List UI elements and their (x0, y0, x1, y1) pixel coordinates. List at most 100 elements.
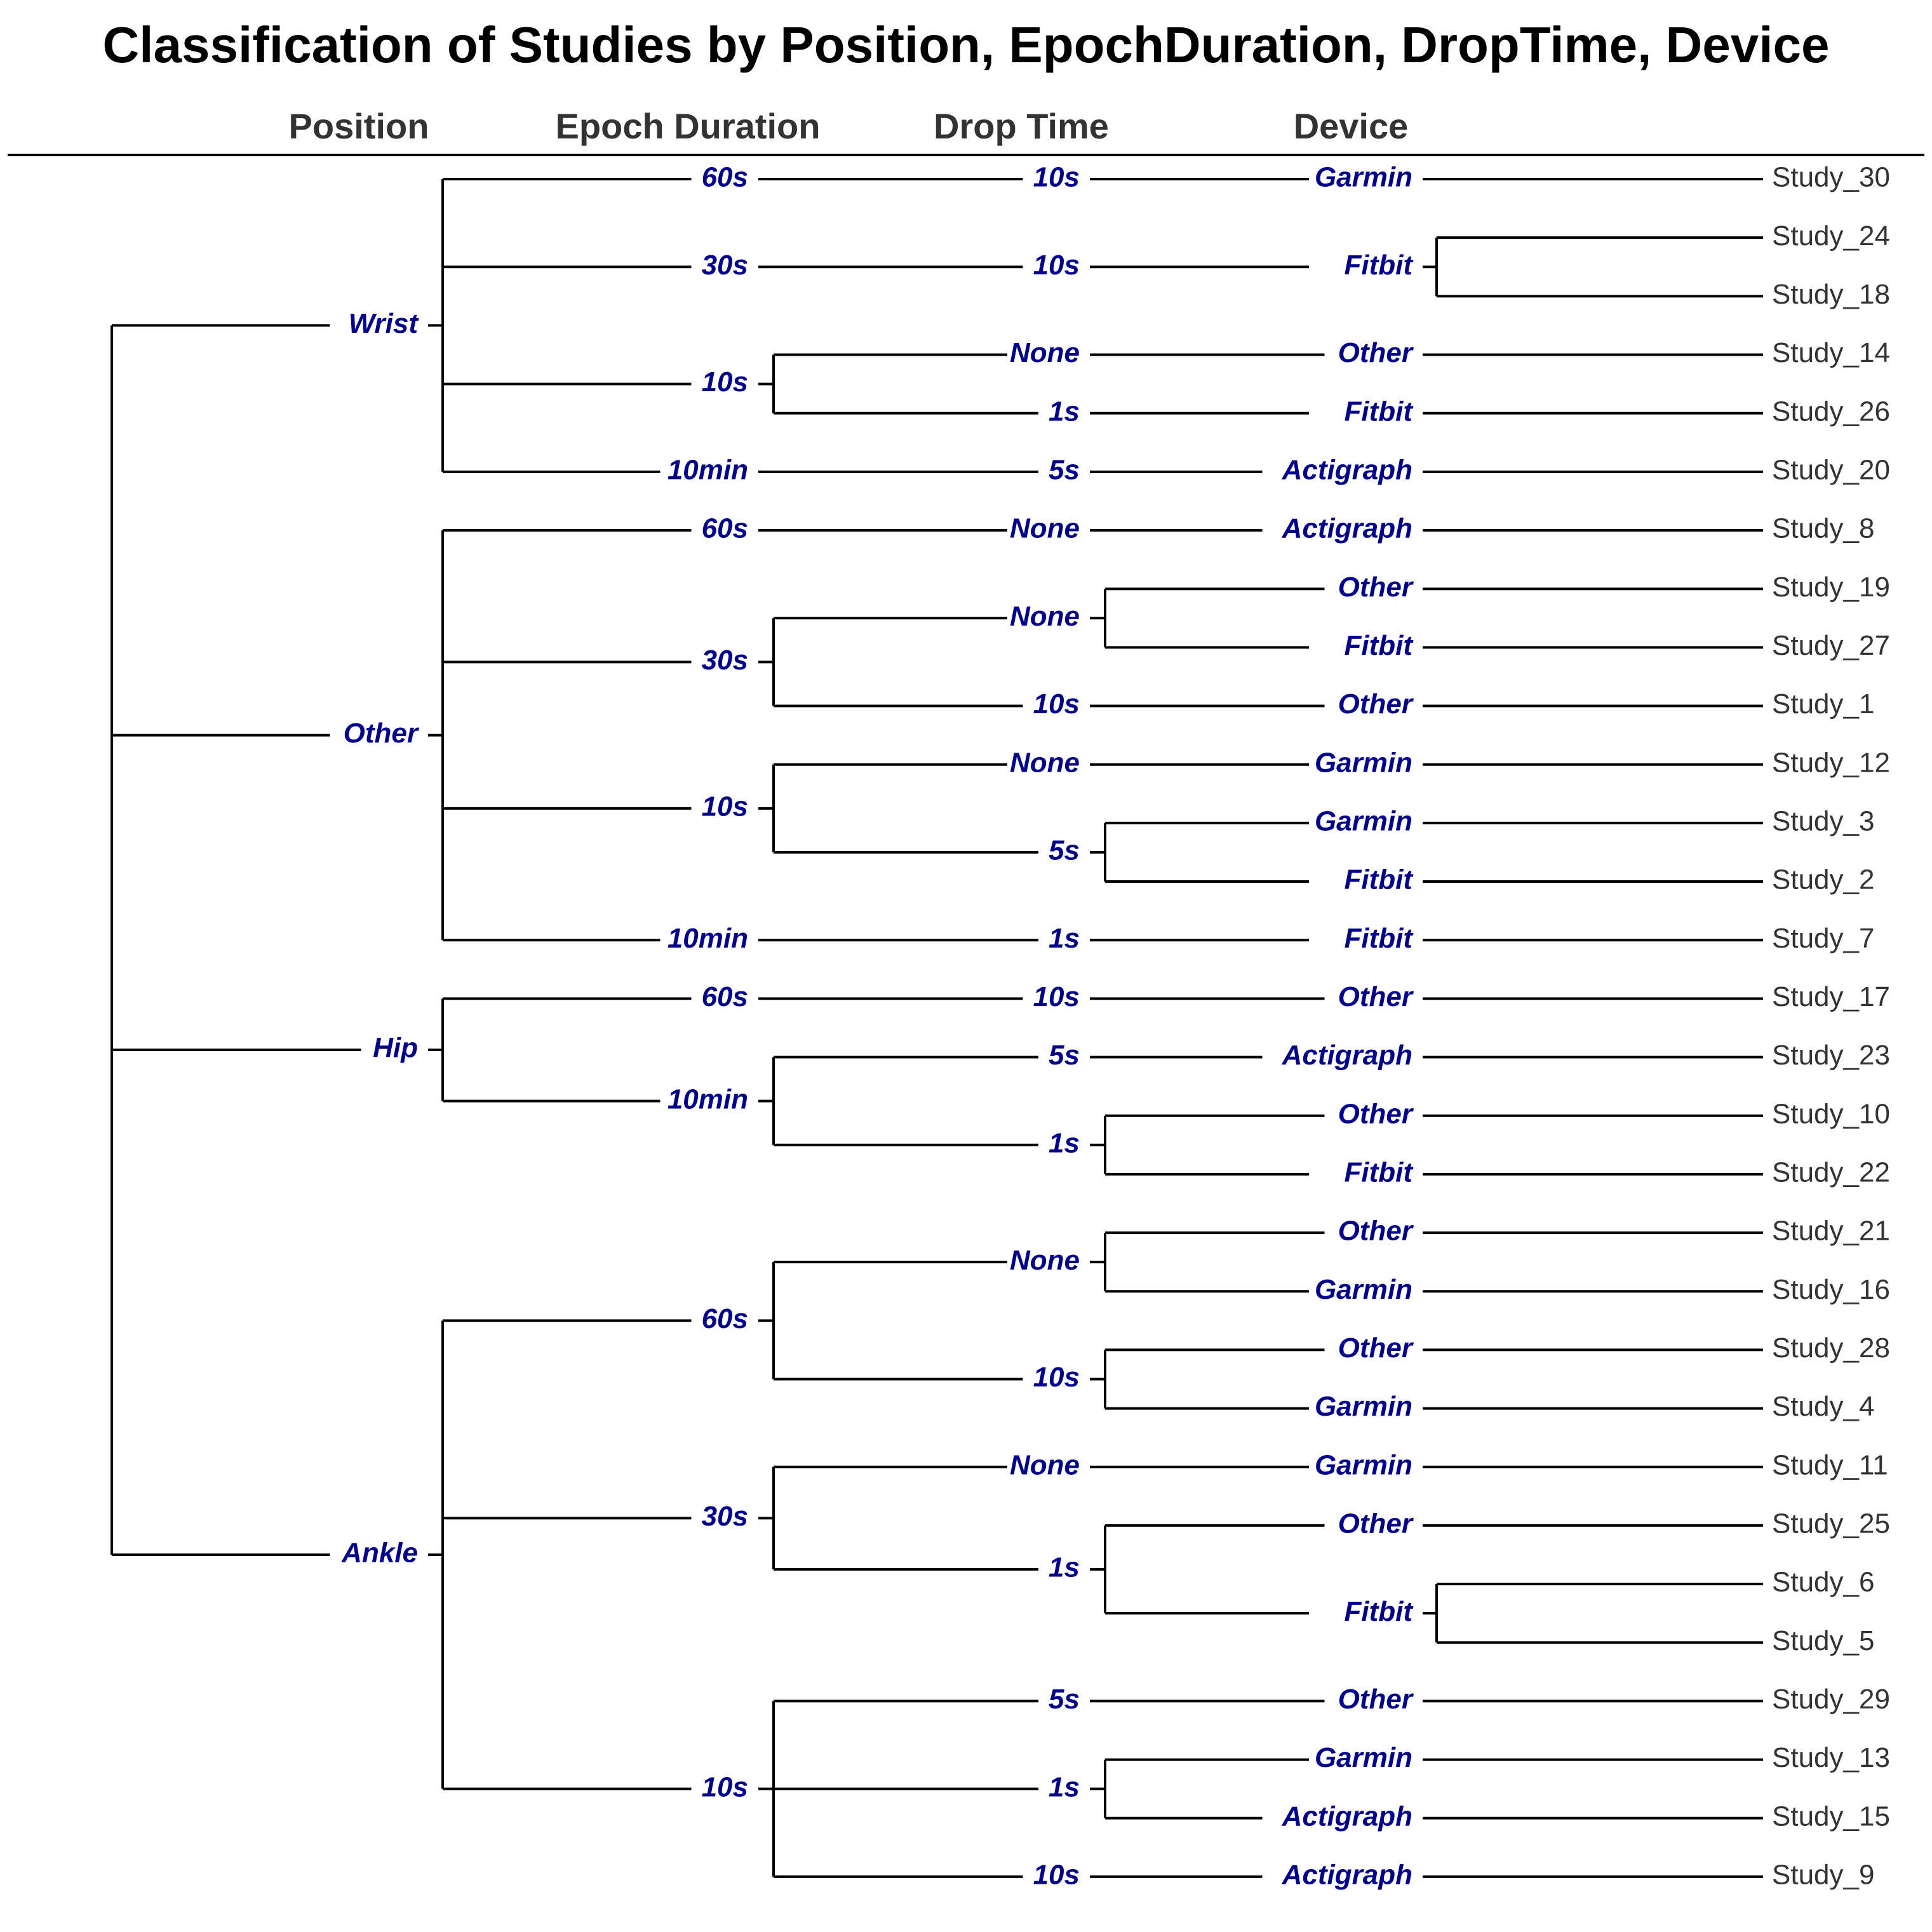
study-leaf-label: Study_12 (1772, 747, 1890, 778)
study-leaf-label: Study_23 (1772, 1040, 1890, 1071)
node-label-fitbit: Fitbit (1344, 1596, 1414, 1627)
node-label-fitbit: Fitbit (1344, 923, 1414, 954)
node-label-10s: 10s (1033, 1860, 1080, 1891)
study-leaf-label: Study_2 (1772, 864, 1874, 896)
study-leaf-label: Study_4 (1772, 1391, 1874, 1422)
node-label-other: Other (1338, 572, 1414, 603)
study-leaf-label: Study_13 (1772, 1742, 1890, 1773)
study-leaf-label: Study_1 (1772, 688, 1874, 720)
study-leaf-label: Study_5 (1772, 1625, 1874, 1656)
node-label-10min: 10min (667, 454, 748, 485)
node-label-other: Other (1338, 337, 1414, 368)
node-label-none: None (1010, 1449, 1080, 1480)
node-label-1s: 1s (1049, 1771, 1080, 1802)
node-label-10min: 10min (667, 1083, 748, 1115)
node-label-other: Other (1338, 1508, 1414, 1540)
node-label-actigraph: Actigraph (1282, 1040, 1412, 1071)
tree-edges (111, 178, 1763, 1878)
study-leaf-label: Study_28 (1772, 1332, 1890, 1364)
node-label-5s: 5s (1049, 835, 1080, 866)
node-label-garmin: Garmin (1315, 1391, 1412, 1422)
study-leaf-label: Study_25 (1772, 1508, 1890, 1540)
node-label-10s: 10s (702, 366, 748, 398)
study-leaf-label: Study_30 (1772, 162, 1890, 193)
study-leaf-label: Study_11 (1772, 1449, 1888, 1480)
study-leaf-label: Study_24 (1772, 220, 1890, 252)
study-leaf-label: Study_7 (1772, 923, 1874, 954)
node-label-60s: 60s (702, 1303, 748, 1334)
study-leaf-label: Study_6 (1772, 1567, 1874, 1598)
node-label-garmin: Garmin (1315, 1449, 1412, 1480)
node-label-actigraph: Actigraph (1282, 1801, 1412, 1832)
node-label-other: Other (1338, 1216, 1414, 1247)
node-label-30s: 30s (702, 645, 748, 676)
study-leaf-label: Study_27 (1772, 630, 1890, 661)
node-label-none: None (1010, 601, 1080, 632)
study-leaf-label: Study_14 (1772, 337, 1890, 368)
node-label-actigraph: Actigraph (1282, 1860, 1412, 1891)
node-label-60s: 60s (702, 981, 748, 1012)
node-label-10s: 10s (702, 1771, 748, 1802)
node-label-10s: 10s (1033, 162, 1080, 193)
column-header-position: Position (289, 106, 429, 146)
study-leaf-label: Study_17 (1772, 981, 1890, 1012)
node-label-10s: 10s (1033, 1362, 1080, 1393)
node-label-10s: 10s (702, 791, 748, 822)
node-label-none: None (1010, 1245, 1080, 1276)
node-label-actigraph: Actigraph (1282, 454, 1412, 485)
node-label-other: Other (1338, 1332, 1414, 1364)
node-label-wrist: Wrist (349, 308, 420, 339)
study-leaf-label: Study_18 (1772, 279, 1890, 310)
node-label-none: None (1010, 337, 1080, 368)
tree-labels: Wrist 60s 10s Garmin Study_30 30s 10s Fitbit Stu… (341, 162, 1890, 1891)
node-label-10s: 10s (1033, 688, 1080, 720)
node-label-hip: Hip (373, 1033, 418, 1064)
study-leaf-label: Study_20 (1772, 454, 1890, 485)
node-label-5s: 5s (1049, 1684, 1080, 1715)
study-leaf-label: Study_9 (1772, 1860, 1874, 1891)
node-label-30s: 30s (702, 250, 748, 281)
node-label-garmin: Garmin (1315, 1742, 1412, 1773)
node-label-5s: 5s (1049, 454, 1080, 485)
node-label-1s: 1s (1049, 396, 1080, 427)
study-leaf-label: Study_8 (1772, 513, 1874, 544)
node-label-actigraph: Actigraph (1282, 513, 1412, 544)
node-label-none: None (1010, 513, 1080, 544)
node-label-10s: 10s (1033, 981, 1080, 1012)
node-label-fitbit: Fitbit (1344, 1157, 1414, 1188)
node-label-5s: 5s (1049, 1040, 1080, 1071)
node-label-other: Other (1338, 981, 1414, 1012)
node-label-ankle: Ankle (341, 1538, 418, 1569)
node-label-other: Other (344, 718, 420, 749)
study-leaf-label: Study_26 (1772, 396, 1890, 427)
column-header-drop-time: Drop Time (934, 106, 1109, 146)
node-label-other: Other (1338, 1098, 1414, 1129)
node-label-1s: 1s (1049, 923, 1080, 954)
study-leaf-label: Study_22 (1772, 1157, 1890, 1188)
node-label-10min: 10min (667, 923, 748, 954)
column-header-epoch-duration: Epoch Duration (556, 106, 821, 146)
study-leaf-label: Study_29 (1772, 1684, 1890, 1715)
node-label-30s: 30s (702, 1501, 748, 1532)
study-leaf-label: Study_3 (1772, 805, 1874, 836)
node-label-fitbit: Fitbit (1344, 630, 1414, 661)
study-leaf-label: Study_21 (1772, 1216, 1890, 1247)
chart-title: Classification of Studies by Position, E… (103, 17, 1830, 73)
study-leaf-label: Study_15 (1772, 1801, 1890, 1832)
node-label-garmin: Garmin (1315, 747, 1412, 778)
study-leaf-label: Study_19 (1772, 572, 1890, 603)
node-label-10s: 10s (1033, 250, 1080, 281)
node-label-1s: 1s (1049, 1552, 1080, 1583)
node-label-garmin: Garmin (1315, 162, 1412, 193)
study-leaf-label: Study_16 (1772, 1274, 1890, 1305)
node-label-garmin: Garmin (1315, 805, 1412, 836)
node-label-none: None (1010, 747, 1080, 778)
node-label-60s: 60s (702, 162, 748, 193)
node-label-60s: 60s (702, 513, 748, 544)
column-header-device: Device (1294, 106, 1409, 146)
node-label-fitbit: Fitbit (1344, 250, 1414, 281)
node-label-other: Other (1338, 688, 1414, 720)
node-label-other: Other (1338, 1684, 1414, 1715)
node-label-fitbit: Fitbit (1344, 396, 1414, 427)
